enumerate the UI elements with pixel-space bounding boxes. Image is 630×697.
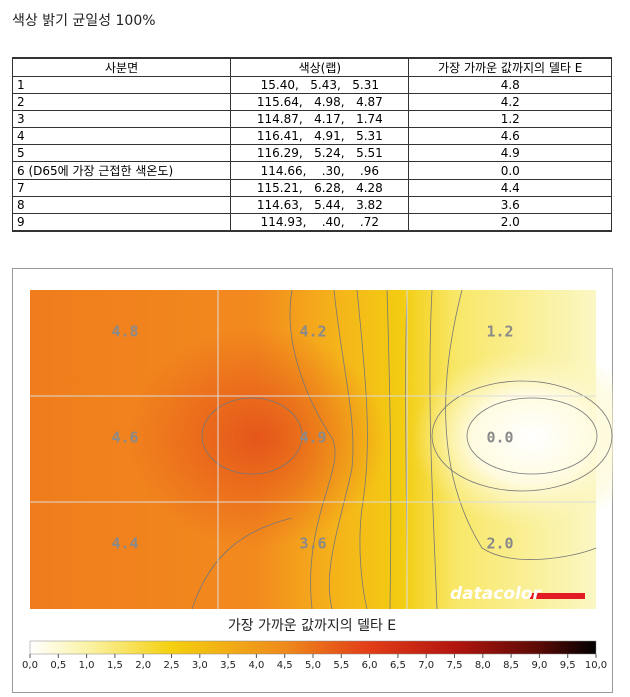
table-cell: 4.2 (408, 93, 612, 111)
table-row: 4 116.41, 4.91, 5.31 4.6 (11, 127, 612, 145)
tick-label: 9,5 (560, 660, 576, 671)
table-cell: 115.21, 6.28, 4.28 (230, 179, 410, 197)
grid (30, 290, 596, 609)
table-cell: 4.8 (408, 76, 612, 94)
table-cell: 115.64, 4.98, 4.87 (230, 93, 410, 111)
colorbar-ticks: 0,0 0,5 1,0 1,5 2,0 2,5 3,0 3,5 4,0 4,5 5,0 5,5 6,0 6… (22, 654, 607, 671)
cell-labels: 4.8 4.2 1.2 4.6 4.9 0.0 4.4 3.6 2.0 (111, 323, 513, 553)
cell-label: 4.9 (299, 429, 326, 447)
tick-label: 5,5 (333, 660, 349, 671)
header-cell: 색상(랩) (230, 57, 410, 77)
table-cell: 114.93, .40, .72 (230, 213, 410, 232)
table-row: 8 114.63, 5.44, 3.82 3.6 (11, 196, 612, 214)
tick-label: 10,0 (585, 660, 607, 671)
table-cell: 4.6 (408, 127, 612, 145)
colorbar (29, 640, 597, 655)
table-cell: 5 (11, 144, 232, 162)
tick-label: 8,0 (475, 660, 491, 671)
logo-bar (530, 593, 585, 599)
tick-label: 1,0 (79, 660, 95, 671)
tick-label: 6,0 (362, 660, 378, 671)
tick-label: 0,5 (50, 660, 66, 671)
table-cell: 4 (11, 127, 232, 145)
tick-label: 1,5 (107, 660, 123, 671)
table-row: 3 114.87, 4.17, 1.74 1.2 (11, 110, 612, 128)
cell-label: 0.0 (486, 429, 513, 447)
table-row: 9 114.93, .40, .72 2.0 (11, 213, 612, 232)
title: 색상 밝기 균일성 100% (12, 13, 156, 29)
table-row: 1 15.40, 5.43, 5.31 4.8 (11, 76, 612, 94)
cell-label: 4.4 (111, 535, 138, 553)
cell-label: 4.2 (299, 323, 326, 341)
table-cell: 1.2 (408, 110, 612, 128)
cool-spot (412, 348, 613, 528)
table-cell: 6 (D65에 가장 근접한 색온도) (11, 161, 232, 180)
table: 사분면 색상(랩) 가장 가까운 값까지의 델타 E 1 15.40, 5.43, 5… (11, 57, 612, 232)
cell-label: 4.6 (111, 429, 138, 447)
heatmap-panel: 4.8 4.2 1.2 4.6 4.9 0.0 4.4 3.6 2.0 datacolor 가장… (12, 268, 613, 693)
table-row: 5 116.29, 5.24, 5.51 4.9 (11, 144, 612, 162)
table-cell: 4.9 (408, 144, 612, 162)
tick-label: 2,5 (164, 660, 180, 671)
tick-label: 3,5 (220, 660, 236, 671)
tick-label: 0,0 (22, 660, 38, 671)
logo: datacolor (450, 584, 543, 604)
tick-label: 4,0 (248, 660, 264, 671)
header-cell: 가장 가까운 값까지의 델타 E (408, 57, 612, 77)
cell-label: 2.0 (486, 535, 513, 553)
tick-label: 7,5 (447, 660, 463, 671)
tick-label: 6,5 (390, 660, 406, 671)
tick-label: 5,0 (305, 660, 321, 671)
cell-label: 4.8 (111, 323, 138, 341)
table-cell: 3 (11, 110, 232, 128)
tick-label: 4,5 (277, 660, 293, 671)
cell-label: 1.2 (486, 323, 513, 341)
table-row: 2 115.64, 4.98, 4.87 4.2 (11, 93, 612, 111)
hot-spot (127, 328, 387, 548)
table-cell: 116.29, 5.24, 5.51 (230, 144, 410, 162)
table-row: 7 115.21, 6.28, 4.28 4.4 (11, 179, 612, 197)
contours (191, 289, 613, 610)
table-cell: 15.40, 5.43, 5.31 (230, 76, 410, 94)
table-cell: 3.6 (408, 196, 612, 214)
table-cell: 2 (11, 93, 232, 111)
tick-label: 2,0 (135, 660, 151, 671)
table-cell: 9 (11, 213, 232, 232)
table-cell: 0.0 (408, 161, 612, 180)
tick-label: 8,5 (503, 660, 519, 671)
table-cell: 8 (11, 196, 232, 214)
tick-label: 9,0 (531, 660, 547, 671)
table-cell: 4.4 (408, 179, 612, 197)
table-cell: 7 (11, 179, 232, 197)
table-cell: 114.87, 4.17, 1.74 (230, 110, 410, 128)
header-cell: 사분면 (11, 57, 232, 77)
table-cell: 114.66, .30, .96 (230, 161, 410, 180)
tick-label: 7,0 (418, 660, 434, 671)
table-cell: 1 (11, 76, 232, 94)
table-body: 1 15.40, 5.43, 5.31 4.8 2 115.64, 4.98, 4.87… (11, 76, 612, 232)
table-cell: 114.63, 5.44, 3.82 (230, 196, 410, 214)
header-row: 사분면 색상(랩) 가장 가까운 값까지의 델타 E (11, 57, 612, 77)
tick-label: 3,0 (192, 660, 208, 671)
table-cell: 116.41, 4.91, 5.31 (230, 127, 410, 145)
table-cell: 2.0 (408, 213, 612, 232)
table-row: 6 (D65에 가장 근접한 색온도) 114.66, .30, .96 0.0 (11, 161, 612, 180)
legend-title: 가장 가까운 값까지의 델타 E (228, 618, 396, 634)
cell-label: 3.6 (299, 535, 326, 553)
